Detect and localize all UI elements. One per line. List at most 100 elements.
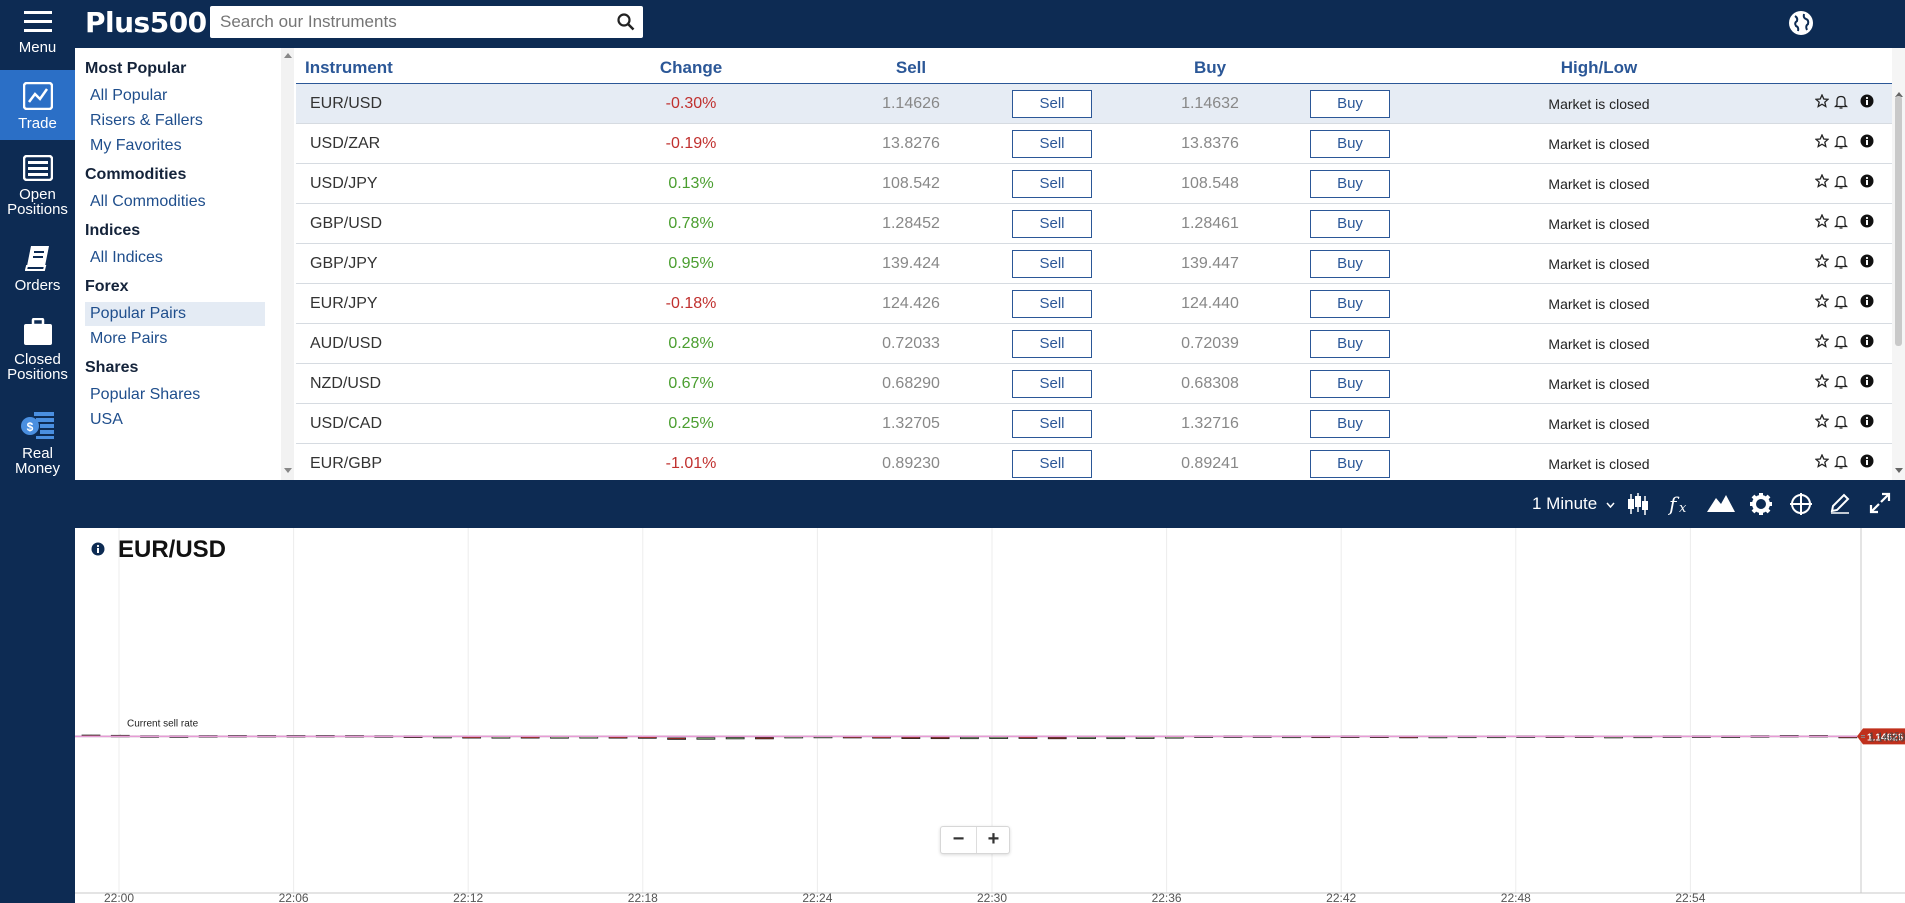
scroll-up-arrow-icon[interactable] (1895, 91, 1903, 97)
crosshair-icon[interactable] (1789, 492, 1813, 516)
fullscreen-icon[interactable] (1869, 492, 1891, 514)
category-scrollbar[interactable] (281, 48, 294, 480)
nav-closed-positions[interactable]: Closed Positions (0, 318, 75, 388)
mountain-chart-icon[interactable] (1707, 492, 1735, 514)
instrument-name[interactable]: EUR/GBP (310, 455, 383, 472)
instrument-name[interactable]: EUR/JPY (310, 295, 378, 312)
info-icon[interactable] (91, 542, 105, 556)
table-scroll-thumb[interactable] (1895, 96, 1902, 346)
sell-button[interactable]: Sell (1012, 90, 1092, 118)
info-icon[interactable] (1860, 294, 1874, 313)
bell-icon[interactable] (1833, 174, 1849, 194)
sell-button[interactable]: Sell (1012, 170, 1092, 198)
timeframe-select[interactable]: 1 Minute (1532, 494, 1615, 514)
buy-button[interactable]: Buy (1310, 130, 1390, 158)
star-icon[interactable] (1814, 93, 1830, 113)
header-buy[interactable]: Buy (1193, 58, 1227, 77)
bell-icon[interactable] (1833, 214, 1849, 234)
star-icon[interactable] (1814, 133, 1830, 153)
link-usa[interactable]: USA (90, 411, 123, 428)
sell-button[interactable]: Sell (1012, 370, 1092, 398)
table-row[interactable]: USD/JPY 0.13% 108.542 Sell 108.548 Buy Market … (296, 164, 1892, 204)
info-icon[interactable] (1860, 454, 1874, 473)
link-all-popular[interactable]: All Popular (90, 87, 168, 104)
instrument-name[interactable]: USD/CAD (310, 415, 383, 432)
info-icon[interactable] (1860, 254, 1874, 273)
buy-button[interactable]: Buy (1310, 90, 1390, 118)
header-sell[interactable]: Sell (895, 58, 927, 77)
info-icon[interactable] (1860, 134, 1874, 153)
nav-real-money[interactable]: $ Real Money (0, 410, 75, 476)
info-icon[interactable] (1860, 174, 1874, 193)
star-icon[interactable] (1814, 253, 1830, 273)
sell-button[interactable]: Sell (1012, 450, 1092, 478)
scroll-up-arrow-icon[interactable] (284, 52, 292, 58)
bell-icon[interactable] (1833, 374, 1849, 394)
price-chart[interactable]: Current sell rate 1.14626 1.14600 1.14650 22… (75, 528, 1905, 903)
link-risers-fallers[interactable]: Risers & Fallers (90, 112, 203, 129)
globe-icon[interactable] (1788, 10, 1814, 36)
info-icon[interactable] (1860, 334, 1874, 353)
instrument-name[interactable]: USD/JPY (310, 175, 378, 192)
table-row[interactable]: USD/CAD 0.25% 1.32705 Sell 1.32716 Buy Market … (296, 404, 1892, 444)
star-icon[interactable] (1814, 173, 1830, 193)
link-popular-pairs[interactable]: Popular Pairs (85, 302, 265, 326)
star-icon[interactable] (1814, 333, 1830, 353)
gear-icon[interactable] (1749, 492, 1773, 516)
table-row[interactable]: USD/ZAR -0.19% 13.8276 Sell 13.8376 Buy Market… (296, 124, 1892, 164)
link-more-pairs[interactable]: More Pairs (90, 330, 168, 347)
table-scrollbar[interactable] (1892, 48, 1905, 480)
pencil-icon[interactable] (1829, 492, 1851, 514)
bell-icon[interactable] (1833, 294, 1849, 314)
table-row[interactable]: EUR/JPY -0.18% 124.426 Sell 124.440 Buy Market… (296, 284, 1892, 324)
buy-button[interactable]: Buy (1310, 250, 1390, 278)
bell-icon[interactable] (1833, 254, 1849, 274)
search-input[interactable] (210, 6, 610, 38)
instrument-name[interactable]: AUD/USD (310, 335, 383, 352)
star-icon[interactable] (1814, 453, 1830, 473)
nav-open-positions[interactable]: Open Positions (0, 155, 75, 225)
link-all-commodities[interactable]: All Commodities (90, 193, 206, 210)
buy-button[interactable]: Buy (1310, 170, 1390, 198)
star-icon[interactable] (1814, 373, 1830, 393)
buy-button[interactable]: Buy (1310, 410, 1390, 438)
search-icon[interactable] (617, 13, 635, 31)
instrument-name[interactable]: GBP/JPY (310, 255, 378, 272)
table-row[interactable]: GBP/JPY 0.95% 139.424 Sell 139.447 Buy Market … (296, 244, 1892, 284)
sell-button[interactable]: Sell (1012, 290, 1092, 318)
sell-button[interactable]: Sell (1012, 250, 1092, 278)
sell-button[interactable]: Sell (1012, 410, 1092, 438)
instrument-name[interactable]: USD/ZAR (310, 135, 381, 152)
star-icon[interactable] (1814, 213, 1830, 233)
bell-icon[interactable] (1833, 454, 1849, 474)
link-popular-shares[interactable]: Popular Shares (90, 386, 201, 403)
table-row[interactable]: GBP/USD 0.78% 1.28452 Sell 1.28461 Buy Market … (296, 204, 1892, 244)
zoom-in-button[interactable]: + (976, 827, 1010, 853)
buy-button[interactable]: Buy (1310, 210, 1390, 238)
indicators-fx-icon[interactable]: ƒ x (1668, 492, 1692, 516)
header-high-low[interactable]: High/Low (1560, 58, 1638, 77)
star-icon[interactable] (1814, 293, 1830, 313)
instrument-name[interactable]: EUR/USD (310, 95, 383, 112)
bell-icon[interactable] (1833, 134, 1849, 154)
bell-icon[interactable] (1833, 414, 1849, 434)
candlestick-type-icon[interactable] (1627, 492, 1649, 516)
nav-trade[interactable]: Trade (0, 70, 75, 140)
instrument-name[interactable]: NZD/USD (310, 375, 382, 392)
link-my-favorites[interactable]: My Favorites (90, 137, 182, 154)
info-icon[interactable] (1860, 374, 1874, 393)
buy-button[interactable]: Buy (1310, 290, 1390, 318)
zoom-out-button[interactable]: − (952, 828, 965, 850)
scroll-down-arrow-icon[interactable] (1895, 468, 1903, 474)
bell-icon[interactable] (1833, 94, 1849, 114)
table-row[interactable]: EUR/USD -0.30% 1.14626 Sell 1.14632 Buy Market… (296, 84, 1892, 124)
info-icon[interactable] (1860, 414, 1874, 433)
header-instrument[interactable]: Instrument (305, 58, 393, 77)
table-row[interactable]: EUR/GBP -1.01% 0.89230 Sell 0.89241 Buy Market… (296, 444, 1892, 480)
link-all-indices[interactable]: All Indices (90, 249, 163, 266)
info-icon[interactable] (1860, 94, 1874, 113)
bell-icon[interactable] (1833, 334, 1849, 354)
buy-button[interactable]: Buy (1310, 450, 1390, 478)
buy-button[interactable]: Buy (1310, 330, 1390, 358)
